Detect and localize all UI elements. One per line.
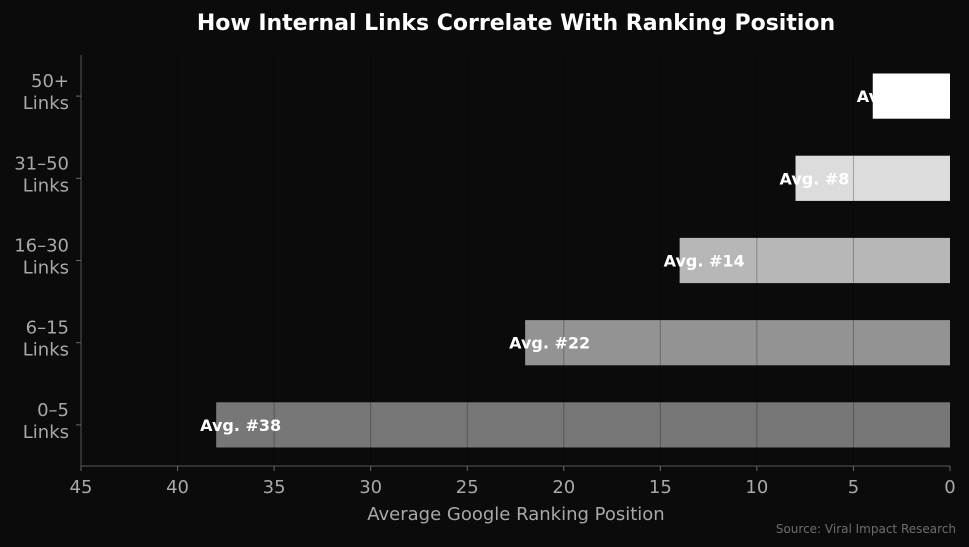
data-label: Avg. #14 <box>664 252 745 271</box>
y-tick-label-line: Links <box>23 175 69 196</box>
x-tick-label: 30 <box>359 477 382 498</box>
x-tick-label: 25 <box>456 477 479 498</box>
chart-title: How Internal Links Correlate With Rankin… <box>197 11 835 36</box>
bars-layer: Avg. #38 Avg. #22 Avg. #14 Avg. #8 Avg. #4 <box>177 55 950 466</box>
y-tick-label-line: 31–50 <box>14 153 69 174</box>
y-tick-label: 0–5 Links <box>23 400 69 443</box>
bar <box>795 155 950 201</box>
x-tick-label: 20 <box>552 477 575 498</box>
y-tick-label-line: 50+ <box>31 71 69 92</box>
source-note: Source: Viral Impact Research <box>776 522 956 536</box>
data-label: Avg. #38 <box>200 416 281 435</box>
x-tick-label: 15 <box>649 477 672 498</box>
y-tick-label: 6–15 Links <box>23 318 69 361</box>
y-tick-label-line: Links <box>23 93 69 114</box>
y-tick-label-line: Links <box>23 340 69 361</box>
y-tick-label: 16–30 Links <box>14 236 69 279</box>
x-tick-label: 10 <box>745 477 768 498</box>
x-tick-label: 40 <box>166 477 189 498</box>
y-tick-label-line: 6–15 <box>26 318 69 339</box>
x-tick-label: 0 <box>944 477 955 498</box>
bar <box>679 237 950 284</box>
x-axis-label: Average Google Ranking Position <box>367 504 664 525</box>
y-tick-label-line: 0–5 <box>37 400 69 421</box>
data-label: Avg. #22 <box>509 334 590 353</box>
x-tick-label: 5 <box>848 477 859 498</box>
data-label: Avg. #8 <box>780 169 850 188</box>
data-label: Avg. #4 <box>857 87 927 106</box>
x-tick-label: 35 <box>263 477 286 498</box>
y-tick-label: 50+ Links <box>23 71 69 114</box>
bar <box>872 73 950 119</box>
x-tick-label: 45 <box>70 477 93 498</box>
y-tick-label-line: Links <box>23 258 69 279</box>
y-tick-label: 31–50 Links <box>14 153 69 196</box>
y-tick-label-line: 16–30 <box>14 236 69 257</box>
y-tick-label-line: Links <box>23 422 69 443</box>
bar <box>216 402 950 448</box>
bar <box>525 320 950 366</box>
